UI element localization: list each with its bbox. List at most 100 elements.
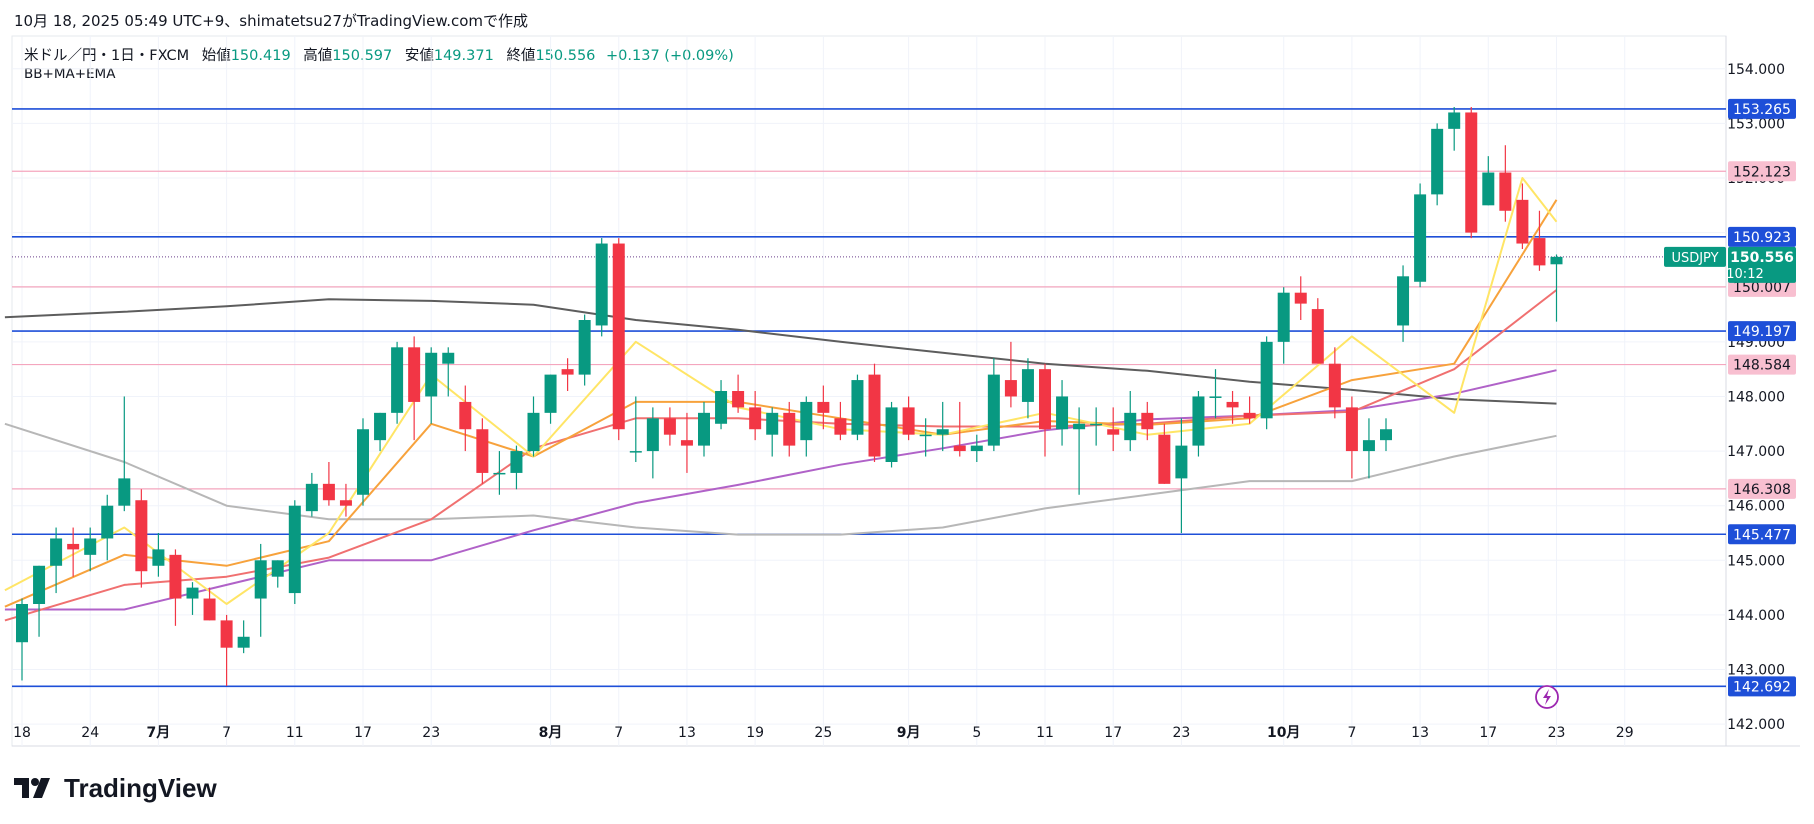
- candle[interactable]: [1243, 396, 1256, 424]
- candle[interactable]: [953, 401, 966, 457]
- candle[interactable]: [84, 527, 97, 572]
- candle[interactable]: [766, 407, 779, 457]
- price-chart[interactable]: 142.000 143.000 144.000 145.000 146.000 147.0…: [0, 0, 1814, 760]
- candle[interactable]: [1482, 156, 1495, 206]
- candle[interactable]: [1175, 418, 1188, 533]
- candle[interactable]: [629, 396, 642, 462]
- candle[interactable]: [680, 412, 693, 473]
- candle[interactable]: [527, 396, 540, 457]
- candle[interactable]: [1311, 298, 1324, 364]
- candle-body: [33, 565, 46, 604]
- candle[interactable]: [186, 582, 199, 615]
- candle[interactable]: [1141, 401, 1154, 441]
- candle[interactable]: [101, 494, 114, 561]
- candle[interactable]: [817, 385, 830, 430]
- candle[interactable]: [1294, 276, 1307, 320]
- candle-body: [612, 243, 625, 430]
- candle[interactable]: [135, 489, 148, 588]
- candle[interactable]: [544, 374, 557, 424]
- candle[interactable]: [970, 434, 983, 462]
- candle[interactable]: [169, 549, 182, 626]
- candle[interactable]: [851, 374, 864, 441]
- candle[interactable]: [1431, 123, 1444, 206]
- candle[interactable]: [987, 358, 1000, 452]
- candle[interactable]: [1516, 183, 1529, 249]
- candle[interactable]: [885, 401, 898, 468]
- candle[interactable]: [391, 341, 404, 424]
- candle[interactable]: [1004, 341, 1017, 408]
- candle[interactable]: [510, 445, 523, 490]
- candle[interactable]: [1345, 396, 1358, 479]
- candle[interactable]: [493, 451, 506, 495]
- candle[interactable]: [1448, 107, 1461, 151]
- candle[interactable]: [254, 543, 267, 637]
- candle[interactable]: [374, 412, 387, 452]
- candle[interactable]: [1414, 183, 1427, 288]
- candle[interactable]: [783, 401, 796, 457]
- candle[interactable]: [67, 527, 80, 577]
- candle[interactable]: [203, 587, 216, 621]
- candle[interactable]: [715, 380, 728, 430]
- lightning-icon[interactable]: [1535, 685, 1559, 709]
- candle[interactable]: [152, 533, 165, 577]
- candle[interactable]: [663, 407, 676, 446]
- candle[interactable]: [578, 314, 591, 386]
- candle[interactable]: [936, 401, 949, 452]
- candle[interactable]: [220, 614, 233, 686]
- candle[interactable]: [595, 238, 608, 337]
- candle[interactable]: [237, 620, 250, 654]
- candle[interactable]: [1039, 363, 1051, 457]
- candle[interactable]: [1465, 107, 1478, 239]
- candle[interactable]: [919, 418, 932, 457]
- ema-orange-line: [4, 199, 1558, 608]
- candle[interactable]: [442, 347, 455, 397]
- candle[interactable]: [1328, 347, 1341, 419]
- candle[interactable]: [732, 374, 745, 413]
- candle[interactable]: [612, 238, 625, 441]
- candle[interactable]: [425, 347, 438, 424]
- candle[interactable]: [1090, 407, 1103, 446]
- candle[interactable]: [357, 418, 369, 506]
- candle[interactable]: [1107, 407, 1120, 452]
- candle[interactable]: [408, 336, 421, 441]
- candle[interactable]: [1021, 358, 1034, 419]
- candle[interactable]: [1362, 418, 1375, 479]
- candle[interactable]: [33, 565, 46, 637]
- ema-purple-line: [4, 369, 1557, 611]
- candle[interactable]: [1056, 380, 1069, 446]
- candle[interactable]: [1277, 287, 1290, 364]
- candle[interactable]: [1397, 265, 1410, 342]
- candle[interactable]: [1499, 145, 1512, 222]
- candle[interactable]: [322, 462, 335, 506]
- candle[interactable]: [646, 407, 659, 479]
- candle[interactable]: [1192, 391, 1205, 457]
- candle[interactable]: [1073, 407, 1086, 495]
- candle[interactable]: [1124, 391, 1137, 452]
- candle[interactable]: [16, 598, 28, 681]
- candle[interactable]: [288, 500, 301, 604]
- candle[interactable]: [476, 418, 489, 484]
- candle[interactable]: [459, 385, 472, 452]
- candle[interactable]: [1533, 210, 1546, 271]
- candle[interactable]: [305, 472, 318, 517]
- candle[interactable]: [1158, 423, 1171, 484]
- candle[interactable]: [868, 363, 881, 462]
- candle[interactable]: [118, 396, 131, 512]
- candle[interactable]: [800, 396, 813, 457]
- candle[interactable]: [1380, 418, 1392, 452]
- candle[interactable]: [1550, 254, 1563, 322]
- symbol-name[interactable]: 米ドル／円・1日・FXCM: [24, 48, 190, 64]
- candle[interactable]: [339, 483, 352, 517]
- candle[interactable]: [50, 527, 63, 594]
- candle[interactable]: [834, 401, 847, 441]
- candle[interactable]: [1260, 336, 1273, 430]
- candle[interactable]: [271, 560, 284, 588]
- tradingview-logo[interactable]: TradingView: [14, 772, 217, 804]
- candle[interactable]: [749, 391, 762, 441]
- candle[interactable]: [902, 396, 915, 441]
- candle[interactable]: [1209, 369, 1222, 419]
- candle[interactable]: [1226, 391, 1239, 424]
- candle[interactable]: [561, 358, 574, 391]
- indicator-label[interactable]: BB+MA+EMA: [24, 66, 116, 82]
- candle[interactable]: [698, 401, 710, 457]
